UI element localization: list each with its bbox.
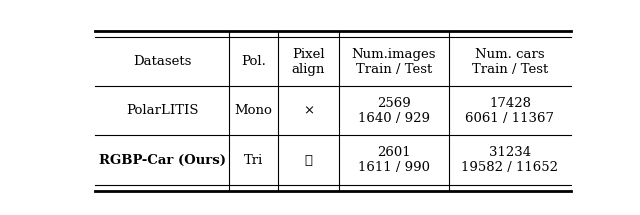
Text: Datasets: Datasets [133,55,191,68]
Text: Num.images
Train / Test: Num.images Train / Test [352,48,436,76]
Text: 2601
1611 / 990: 2601 1611 / 990 [358,146,430,174]
Text: ×: × [303,104,314,117]
Text: Num. cars
Train / Test: Num. cars Train / Test [472,48,548,76]
Text: ✓: ✓ [305,154,312,167]
Text: 17428
6061 / 11367: 17428 6061 / 11367 [465,97,554,125]
Text: 2569
1640 / 929: 2569 1640 / 929 [358,97,430,125]
Text: Mono: Mono [235,104,273,117]
Text: Pol.: Pol. [241,55,266,68]
Text: PolarLITIS: PolarLITIS [126,104,198,117]
Text: RGBP-Car (Ours): RGBP-Car (Ours) [99,154,225,167]
Text: Tri: Tri [244,154,263,167]
Text: Pixel
align: Pixel align [292,48,325,76]
Text: 31234
19582 / 11652: 31234 19582 / 11652 [461,146,559,174]
